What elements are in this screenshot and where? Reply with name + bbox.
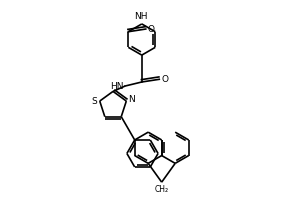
Text: O: O bbox=[148, 25, 154, 34]
Text: N: N bbox=[128, 95, 135, 104]
Text: S: S bbox=[91, 97, 97, 106]
Text: O: O bbox=[161, 75, 168, 84]
Text: NH: NH bbox=[134, 12, 148, 21]
Text: CH₂: CH₂ bbox=[154, 185, 169, 194]
Text: HN: HN bbox=[110, 82, 124, 91]
